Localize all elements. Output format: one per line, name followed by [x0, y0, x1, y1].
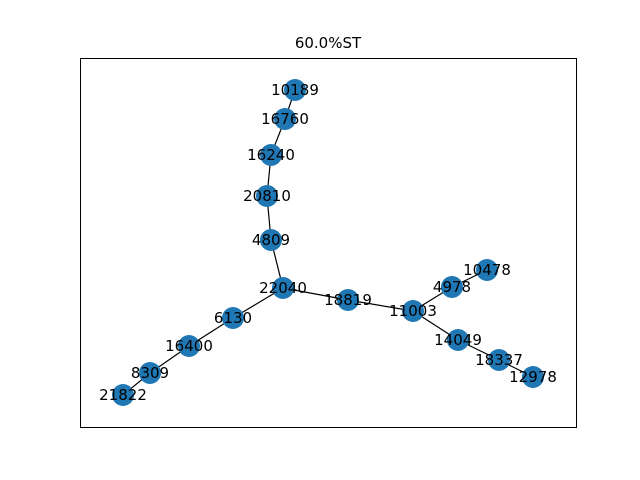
node-label-12978: 12978	[509, 368, 557, 386]
node-label-4978: 4978	[433, 278, 471, 296]
node-label-18819: 18819	[324, 291, 372, 309]
node-8309	[139, 362, 161, 384]
node-label-16400: 16400	[165, 337, 213, 355]
node-6130	[222, 307, 244, 329]
node-18819	[337, 289, 359, 311]
node-18337	[488, 349, 510, 371]
node-16240	[260, 144, 282, 166]
node-14049	[447, 329, 469, 351]
node-label-22040: 22040	[259, 279, 307, 297]
node-label-8309: 8309	[131, 364, 169, 382]
labels-layer: 10189 16760 16240 20810 4809 22040 18819 11003 4…	[99, 81, 557, 404]
node-label-10189: 10189	[271, 81, 319, 99]
edge-22040-18819	[282, 287, 349, 301]
node-label-18337: 18337	[475, 351, 523, 369]
node-label-11003: 11003	[389, 302, 437, 320]
node-label-4809: 4809	[252, 231, 290, 249]
node-11003	[402, 300, 424, 322]
node-4978	[441, 276, 463, 298]
node-4809	[260, 229, 282, 251]
node-22040	[272, 277, 294, 299]
axes-frame	[80, 58, 577, 428]
nodes-layer	[112, 79, 544, 406]
node-10189	[284, 79, 306, 101]
node-12978	[522, 366, 544, 388]
node-label-20810: 20810	[243, 187, 291, 205]
node-21822	[112, 384, 134, 406]
node-16400	[178, 335, 200, 357]
chart-title: 60.0%ST	[295, 34, 362, 52]
node-20810	[256, 185, 278, 207]
node-label-6130: 6130	[214, 309, 252, 327]
node-label-21822: 21822	[99, 386, 147, 404]
node-label-16760: 16760	[261, 110, 309, 128]
node-label-16240: 16240	[247, 146, 295, 164]
node-label-14049: 14049	[434, 331, 482, 349]
node-label-10478: 10478	[463, 261, 511, 279]
node-16760	[274, 108, 296, 130]
node-10478	[476, 259, 498, 281]
